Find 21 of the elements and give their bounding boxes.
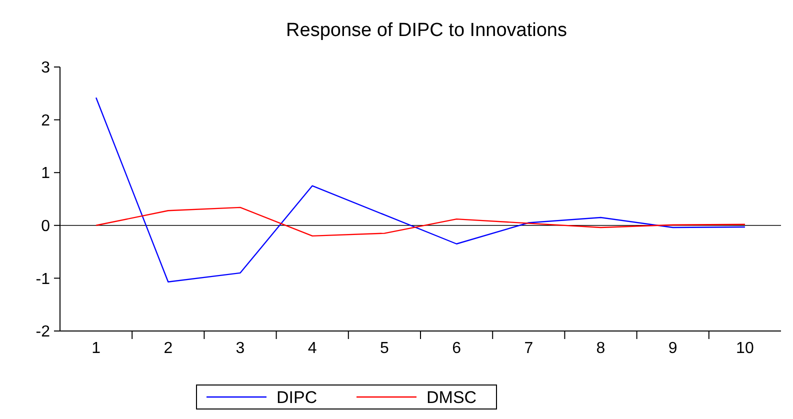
- chart-title: Response of DIPC to Innovations: [286, 20, 567, 41]
- x-tick-label: 1: [92, 340, 101, 357]
- x-tick-label: 2: [164, 340, 173, 357]
- x-tick-label: 6: [452, 340, 462, 357]
- y-tick-label: 0: [41, 218, 50, 235]
- x-tick-label: 8: [596, 340, 606, 357]
- x-tick-label: 9: [668, 340, 678, 357]
- legend-label: DIPC: [276, 388, 318, 407]
- x-tick-label: 4: [308, 340, 317, 357]
- legend-label: DMSC: [426, 388, 477, 407]
- line-series: [95, 206, 746, 237]
- y-tick-label: -1: [36, 270, 50, 288]
- y-tick-label: 2: [41, 112, 50, 130]
- y-tick-label: 1: [41, 165, 50, 182]
- x-tick-label: 10: [736, 340, 754, 357]
- x-tick-label: 7: [524, 340, 534, 357]
- y-tick-label: 3: [41, 60, 50, 77]
- y-tick-label: -2: [36, 324, 50, 341]
- line-series: [95, 97, 746, 282]
- x-tick-label: 5: [380, 340, 389, 357]
- x-tick-label: 3: [236, 340, 245, 357]
